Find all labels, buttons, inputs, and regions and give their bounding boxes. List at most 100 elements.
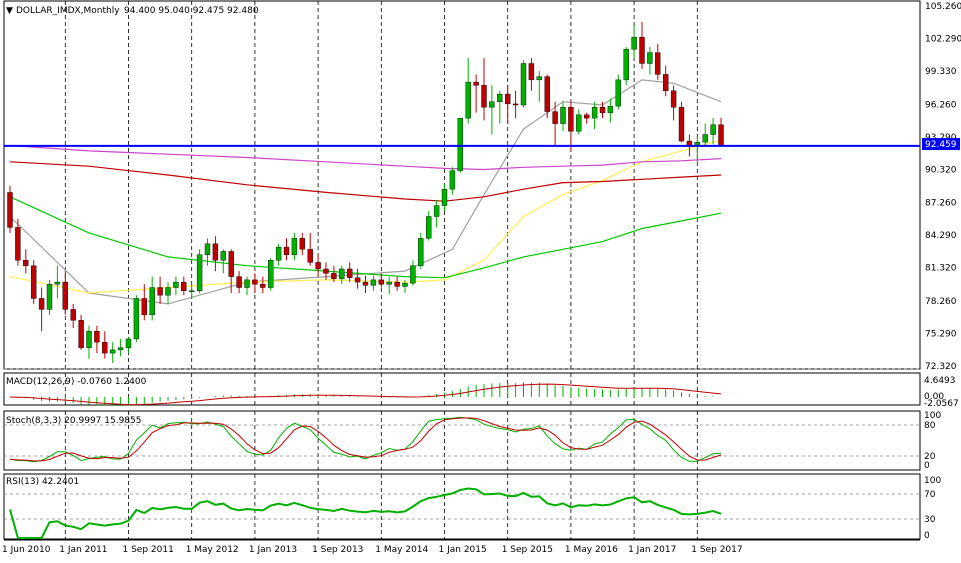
grid-lines (4, 1, 920, 539)
candle-body (339, 268, 345, 279)
candle-body (125, 338, 132, 348)
candle-body (639, 37, 645, 64)
candle-body (133, 298, 140, 340)
candle-body (457, 117, 463, 171)
candle-body (512, 103, 519, 106)
candle-body (362, 281, 369, 286)
pane-frame (3, 372, 921, 406)
candle-body (347, 268, 353, 278)
candle-body (497, 93, 503, 102)
candles (7, 21, 724, 363)
candle-body (204, 243, 211, 255)
candle-body (426, 216, 432, 239)
macd-axis: 4.6493 0.00 -2.0567 (924, 376, 959, 409)
rsi-axis-label: 30 (924, 515, 936, 525)
candle-body (386, 281, 392, 285)
candle-body (299, 238, 305, 250)
time-label: 1 Jan 2017 (628, 545, 676, 555)
candle-body (228, 251, 234, 277)
candle-body (307, 249, 313, 263)
stoch-d-line (9, 417, 722, 462)
candle-body (109, 349, 116, 354)
price-label: 87.260 (925, 199, 957, 209)
current-price-label: 92.459 (925, 140, 957, 150)
candle-body (465, 81, 471, 119)
candle-body (244, 279, 250, 288)
candle-body (15, 227, 21, 261)
time-label: 1 Jan 2015 (439, 545, 487, 555)
pane-frame (3, 410, 921, 471)
macd-label: MACD(12,26,9) -0.0760 1.2400 (6, 377, 147, 387)
dropdown-arrow-icon[interactable]: ▼ (6, 6, 13, 16)
pane-frames (3, 0, 921, 541)
rsi-axis-label: 70 (924, 490, 936, 500)
candle-body (212, 243, 219, 261)
price-label: 81.320 (925, 264, 957, 274)
candle-body (655, 52, 661, 75)
time-label: 1 Sep 2013 (312, 545, 363, 555)
candle-body (505, 93, 511, 105)
price-label: 96.260 (925, 100, 957, 110)
candle-body (449, 170, 456, 190)
candle-body (528, 63, 535, 81)
stoch-axis-label: 20 (924, 452, 936, 462)
candle-body (102, 341, 108, 354)
candle-body (23, 260, 29, 266)
stoch-axis-label: 0 (924, 461, 930, 471)
macd-signal-line (9, 383, 722, 406)
candle-body (331, 273, 337, 279)
price-axis: 105.260 102.290 99.330 96.260 93.290 90.… (925, 2, 961, 372)
candle-body (46, 284, 53, 310)
price-label: 93.290 (925, 133, 957, 143)
candle-body (220, 251, 227, 261)
candle-body (323, 268, 329, 274)
price-label: 102.290 (925, 34, 961, 44)
moving-averages (9, 79, 722, 305)
candle-body (354, 277, 361, 283)
time-label: 1 Jun 2010 (2, 545, 51, 555)
candle-body (70, 309, 76, 321)
candle-body (433, 205, 440, 217)
candle-body (275, 246, 282, 261)
candle-body (670, 90, 677, 108)
price-label: 75.290 (925, 330, 957, 340)
candle-body (315, 262, 321, 270)
candle-body (441, 188, 448, 206)
candle-body (544, 76, 550, 112)
time-label: 1 Sep 2011 (123, 545, 174, 555)
price-label: 99.330 (925, 67, 957, 77)
time-label: 1 Sep 2017 (691, 545, 742, 555)
time-label: 1 May 2014 (375, 545, 428, 555)
candle-body (607, 105, 614, 113)
candle-body (117, 347, 124, 351)
candle-body (54, 281, 61, 285)
rsi-axis-label: 0 (924, 531, 930, 541)
candle-body (552, 111, 558, 124)
candle-body (78, 320, 84, 348)
candle-body (236, 276, 242, 288)
candle-body (718, 124, 724, 146)
rsi-axis-label: 100 (924, 476, 941, 486)
candle-body (576, 114, 582, 132)
stoch-axis-label: 80 (924, 421, 936, 431)
candle-body (663, 74, 669, 92)
candle-body (165, 287, 171, 296)
candle-body (283, 246, 290, 255)
candle-body (686, 140, 693, 146)
candle-body (252, 279, 258, 285)
ma-line-red (9, 161, 722, 202)
candle-body (623, 49, 629, 81)
price-label: 105.260 (925, 2, 961, 12)
candle-body (38, 298, 45, 310)
candle-body (188, 290, 195, 293)
candle-body (7, 192, 13, 228)
candle-body (86, 331, 92, 348)
candle-body (584, 114, 590, 119)
ma-line-green (9, 196, 722, 279)
candle-body (710, 124, 716, 135)
candle-body (149, 287, 155, 316)
candle-body (410, 265, 416, 284)
candle-body (62, 281, 68, 310)
stoch-axis-label: 100 (924, 411, 941, 421)
candle-body (599, 107, 606, 113)
